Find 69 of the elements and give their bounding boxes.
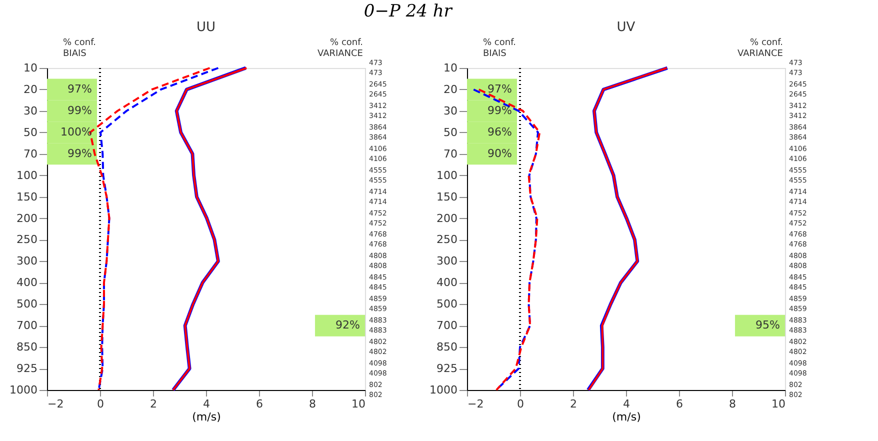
x-tick-label: 4 xyxy=(203,398,210,410)
x-tick-label: −2 xyxy=(468,398,484,410)
y-tick-label: 400 xyxy=(436,276,458,290)
text: BIAIS xyxy=(63,49,87,59)
x-tick-label: 0 xyxy=(97,398,104,410)
x-tick-label: 4 xyxy=(623,398,630,410)
y-tick-label: 850 xyxy=(436,340,458,354)
y-tick-label: 20 xyxy=(24,82,38,96)
y-tick-label: 500 xyxy=(436,298,458,311)
x-tick-label: 0 xyxy=(517,398,524,410)
annotation: 99% xyxy=(68,146,92,160)
y-tick-label: 10 xyxy=(444,62,458,74)
y-tick-label: 30 xyxy=(24,104,38,118)
x-tick-label: 2 xyxy=(150,398,157,410)
annotation: 99% xyxy=(488,104,512,117)
y-tick-label: 925 xyxy=(16,362,38,376)
annotation: 96% xyxy=(488,125,512,138)
x-tick-label: 2 xyxy=(570,398,577,410)
y-tick-label: 200 xyxy=(16,212,38,225)
annotation: 92% xyxy=(336,318,360,332)
x-tick-label: 6 xyxy=(676,398,683,410)
y-tick-label: 500 xyxy=(16,298,38,311)
y-tick-label: 300 xyxy=(16,254,38,268)
x-tick-label: 10 xyxy=(772,398,786,410)
y-tick-label: 50 xyxy=(24,126,38,139)
x-tick-label: 6 xyxy=(256,398,263,410)
y-tick-label: 30 xyxy=(444,104,458,118)
y-tick-label: 1000 xyxy=(10,384,38,396)
text: BIAIS xyxy=(483,49,507,59)
text: % conf. xyxy=(750,38,783,48)
y-tick-label: 250 xyxy=(436,233,458,246)
annotation: 90% xyxy=(488,146,512,160)
text: 0−P 24 hr xyxy=(364,2,453,22)
annotation: 97% xyxy=(68,82,92,96)
x-tick-label: −2 xyxy=(48,398,64,410)
y-tick-label: 70 xyxy=(444,147,458,160)
text: VARIANCE xyxy=(317,49,364,59)
y-tick-label: 10 xyxy=(24,62,38,74)
x-tick-label: 8 xyxy=(729,398,736,410)
y-tick-label: 250 xyxy=(16,233,38,246)
y-tick-label: 1000 xyxy=(430,384,458,396)
y-tick-label: 150 xyxy=(16,190,38,204)
text: % conf. xyxy=(330,38,363,48)
annotation: 100% xyxy=(60,125,92,138)
y-tick-label: 850 xyxy=(16,340,38,354)
annotation: 99% xyxy=(68,104,92,117)
x-tick-label: 10 xyxy=(352,398,366,410)
y-tick-label: 300 xyxy=(436,254,458,268)
x-tick-label: 8 xyxy=(309,398,316,410)
y-tick-label: 700 xyxy=(16,319,38,332)
y-tick-label: 700 xyxy=(436,319,458,332)
y-tick-label: 70 xyxy=(24,147,38,160)
y-tick-label: 50 xyxy=(444,126,458,139)
y-tick-label: 925 xyxy=(436,362,458,376)
annotation: 95% xyxy=(756,318,780,332)
chart-subtitle: UU xyxy=(196,20,216,35)
x-axis-title: (m/s) xyxy=(192,410,221,424)
y-tick-label: 100 xyxy=(436,168,458,182)
x-axis-title: (m/s) xyxy=(612,410,641,424)
text: % conf. xyxy=(483,38,516,48)
y-tick-label: 100 xyxy=(16,168,38,182)
annotation: 97% xyxy=(488,82,512,96)
chart-subtitle: UV xyxy=(616,20,636,35)
y-tick-label: 150 xyxy=(436,190,458,204)
y-tick-label: 200 xyxy=(436,212,458,225)
y-tick-label: 20 xyxy=(444,82,458,96)
text: VARIANCE xyxy=(737,49,784,59)
y-tick-label: 400 xyxy=(16,276,38,290)
text: % conf. xyxy=(63,38,96,48)
